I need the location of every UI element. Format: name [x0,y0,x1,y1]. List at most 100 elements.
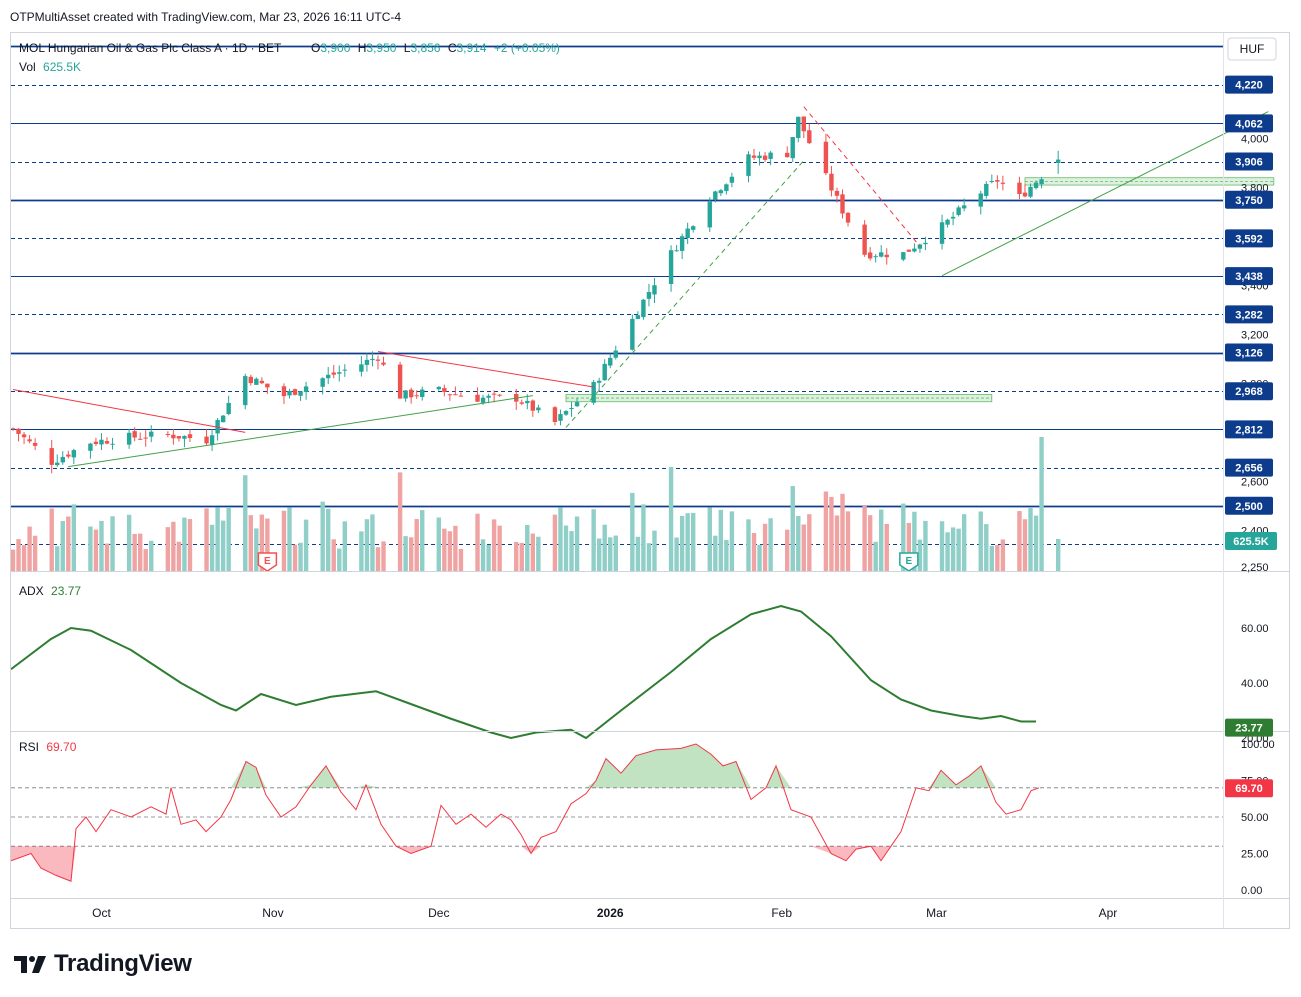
volume-bar [796,515,801,571]
ohlc-low-label: L [404,41,411,55]
time-axis-label: Apr [1099,906,1118,920]
candle-body [292,389,298,395]
candle-body [552,407,558,422]
time-axis-label: Feb [771,906,792,920]
earnings-marker [899,552,919,572]
volume-badge-bg [1225,532,1277,550]
candle-body [143,437,148,439]
volume-bar [945,532,950,571]
volume-bar [259,514,265,571]
price-level-label: 3,750 [1225,190,1273,209]
volume-bar [171,521,176,571]
rsi-legend: RSI 69.70 [19,740,77,754]
volume-bar [917,539,923,571]
candle-body [10,428,16,430]
volume-bar [182,517,187,571]
candle-body [862,224,867,255]
candle-body [171,434,176,439]
rsi-pane[interactable] [10,743,1223,882]
volume-bar [790,486,795,571]
ohlc-values: O3,900 H3,950 L3,856 C3,914 +2 (+0.05%) [311,41,560,55]
candle-body [480,397,486,403]
earnings-marker-label: E [906,556,913,567]
candle-body [840,194,845,214]
candle-body [1028,186,1033,197]
price-level-badge [1225,343,1273,362]
price-axis-tick: 2,250 [1241,562,1269,574]
candle-body [93,441,99,444]
time-axis[interactable]: Oct Nov Dec 2026 Feb Mar Apr [92,906,1117,920]
price-level-text: 3,126 [1235,348,1263,360]
candle-body [630,318,635,350]
volume-bar [552,514,558,571]
candle-body [596,380,602,383]
candle-body [785,152,790,158]
resistance-trendline [12,389,246,433]
volume-bar [442,528,447,571]
volume-bar [646,543,652,571]
candle-body [303,386,309,392]
candle-body [641,299,646,318]
candle-body [126,432,132,445]
volume-bar [1033,515,1039,571]
adx-axis-tick: 60.00 [1241,623,1269,635]
candle-body [989,181,995,183]
candle-body [674,250,679,252]
adx-value: 23.77 [51,584,81,598]
candle-body [829,173,834,191]
support-trendline-dashed [565,160,805,428]
volume-bar [884,523,889,571]
candle-body [1039,179,1044,185]
candle-body [1022,192,1028,197]
candle-body [729,176,735,183]
volume-bar [679,515,685,571]
volume-bar [420,510,425,571]
volume-bar [331,539,336,571]
price-axis-tick: 4,000 [1241,134,1269,146]
candle-body [359,364,364,372]
volume-bar [978,511,983,571]
candlestick-series [10,116,1061,474]
volume-bar [961,514,967,571]
currency-label: HUF [1240,42,1265,56]
rsi-axis-tick: 50.00 [1241,812,1269,824]
support-zones [565,177,1275,403]
volume-bar [480,539,486,571]
time-axis-label: 2026 [597,906,624,920]
adx-pane[interactable] [10,604,1036,740]
candle-body [397,364,403,399]
volume-bar [126,514,132,571]
candle-body [215,419,220,434]
chart-canvas[interactable]: EE 4,0003,8003,4003,2003,0002,6002,4002,… [10,33,1289,928]
volume-bar [939,521,945,571]
candle-body [762,155,768,160]
volume-bar [602,524,607,571]
volume-bar [414,519,419,571]
candle-body [381,362,386,365]
tradingview-wordmark: TradingView [54,950,192,977]
volume-bar [956,528,961,571]
volume-bar [746,519,751,571]
volume-bar [143,549,148,571]
candle-body [254,378,259,385]
volume-bar [408,537,414,571]
price-level-badge [1225,190,1273,209]
candle-body [209,435,215,446]
volume-bar [984,524,989,571]
currency-button[interactable]: HUF [1227,37,1277,61]
rsi-axis-tick: 25.00 [1241,849,1269,861]
candle-body [1055,159,1061,164]
volume-bar [834,515,840,571]
price-level-label: 2,500 [1225,496,1273,515]
volume-bar [110,516,115,571]
adx-badge-text: 23.77 [1235,723,1263,735]
volume-bar [729,511,735,571]
volume-bar [845,511,851,571]
tradingview-logo[interactable]: TradingView [14,950,192,978]
price-axis[interactable]: 4,0003,8003,4003,2003,0002,6002,4002,250… [1225,75,1277,574]
ohlc-change: +2 (+0.05%) [494,41,560,55]
ohlc-close: 3,914 [457,41,487,55]
